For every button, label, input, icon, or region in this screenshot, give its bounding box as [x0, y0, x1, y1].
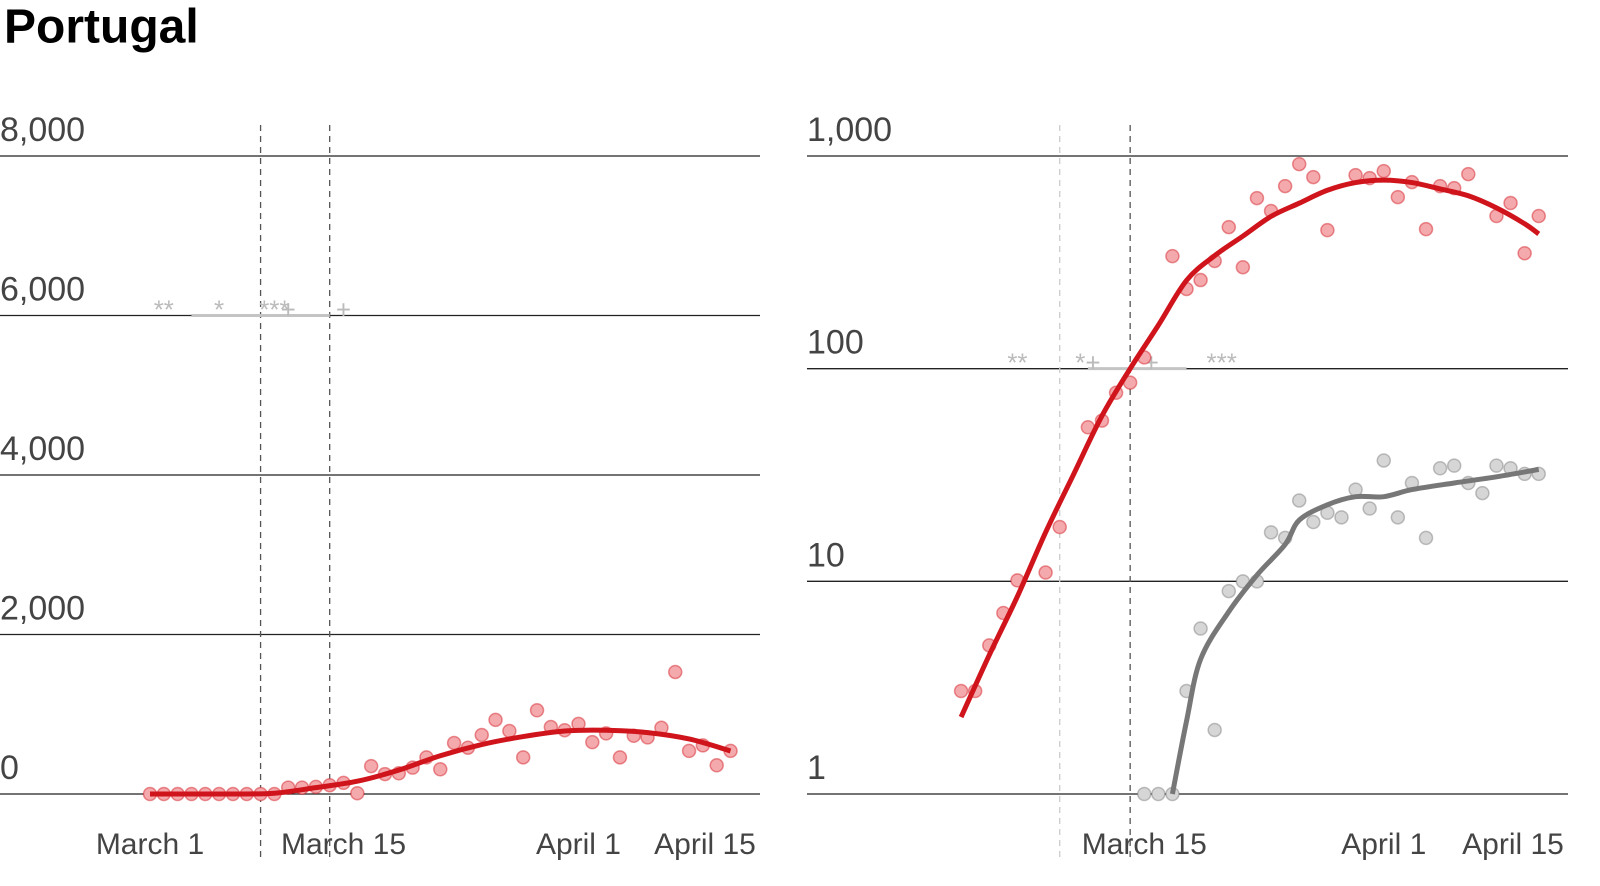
data-point — [433, 762, 448, 777]
data-point — [1221, 219, 1237, 235]
x-tick-label: April 1 — [1341, 828, 1426, 861]
x-tick-label: March 15 — [1082, 828, 1207, 861]
y-tick-label: 1,000 — [807, 111, 892, 149]
data-point — [1376, 453, 1392, 468]
data-point — [612, 750, 628, 765]
data-point — [1306, 514, 1321, 530]
data-point — [1334, 510, 1349, 525]
data-point — [1151, 786, 1166, 802]
x-tick-label: April 15 — [1462, 828, 1564, 861]
data-point — [1291, 493, 1307, 508]
trend-line — [1169, 466, 1540, 795]
y-tick-label: 0 — [0, 749, 19, 787]
data-point — [1052, 519, 1067, 535]
data-point — [1277, 178, 1293, 194]
data-point — [529, 703, 545, 718]
data-point — [1390, 510, 1406, 525]
data-point — [1390, 189, 1406, 205]
y-tick-label: 2,000 — [0, 589, 85, 627]
data-point — [1489, 458, 1504, 473]
trend-line — [958, 177, 1541, 719]
data-point — [709, 758, 724, 773]
annotation: ** — [1007, 348, 1027, 378]
y-tick-label: 6,000 — [0, 270, 85, 308]
data-point — [1306, 169, 1321, 185]
data-point — [585, 734, 600, 750]
data-point — [1249, 190, 1265, 206]
data-point — [474, 727, 489, 743]
data-point — [446, 735, 462, 751]
data-point — [953, 683, 969, 699]
data-point — [350, 785, 365, 801]
data-point — [1235, 259, 1251, 275]
annotation: ** — [154, 294, 174, 324]
data-point — [1446, 458, 1462, 473]
annotation: + — [336, 294, 351, 324]
data-point — [363, 758, 379, 774]
data-point — [1475, 485, 1490, 501]
chart-title: Portugal — [4, 1, 199, 54]
data-point — [1418, 530, 1434, 546]
trend-line — [150, 727, 732, 797]
data-point — [1531, 208, 1546, 224]
data-point — [1418, 221, 1434, 237]
x-tick-label: March 15 — [281, 828, 406, 861]
x-tick-label: March 1 — [96, 828, 204, 861]
annotation: *+ — [1075, 348, 1100, 378]
data-point — [667, 664, 683, 680]
data-point — [1038, 565, 1053, 580]
data-point — [1376, 163, 1392, 179]
data-point — [515, 750, 531, 765]
annotation: *** — [1207, 348, 1237, 378]
data-point — [1432, 461, 1448, 476]
y-tick-label: 100 — [807, 324, 864, 362]
data-point — [1165, 248, 1180, 264]
data-point — [1362, 501, 1377, 516]
data-point — [1193, 621, 1208, 636]
y-tick-label: 10 — [807, 536, 845, 574]
data-point — [1291, 156, 1307, 172]
annotation: + — [281, 294, 296, 324]
annotation: * — [214, 294, 224, 324]
data-point — [502, 723, 517, 739]
data-point — [1503, 195, 1518, 211]
data-point — [1136, 786, 1152, 802]
data-point — [488, 712, 503, 728]
x-tick-label: April 15 — [654, 828, 756, 861]
annotation: *** — [259, 294, 289, 324]
data-point — [1221, 583, 1237, 599]
y-tick-label: 8,000 — [0, 111, 85, 149]
y-tick-label: 4,000 — [0, 430, 85, 468]
y-tick-label: 1 — [807, 749, 826, 787]
x-tick-label: April 1 — [536, 828, 621, 861]
data-point — [1193, 272, 1208, 288]
data-point — [681, 743, 697, 759]
data-point — [1207, 722, 1222, 738]
data-point — [1517, 245, 1532, 261]
data-point — [1320, 222, 1335, 238]
data-point — [1263, 525, 1279, 540]
data-point — [1461, 166, 1476, 182]
